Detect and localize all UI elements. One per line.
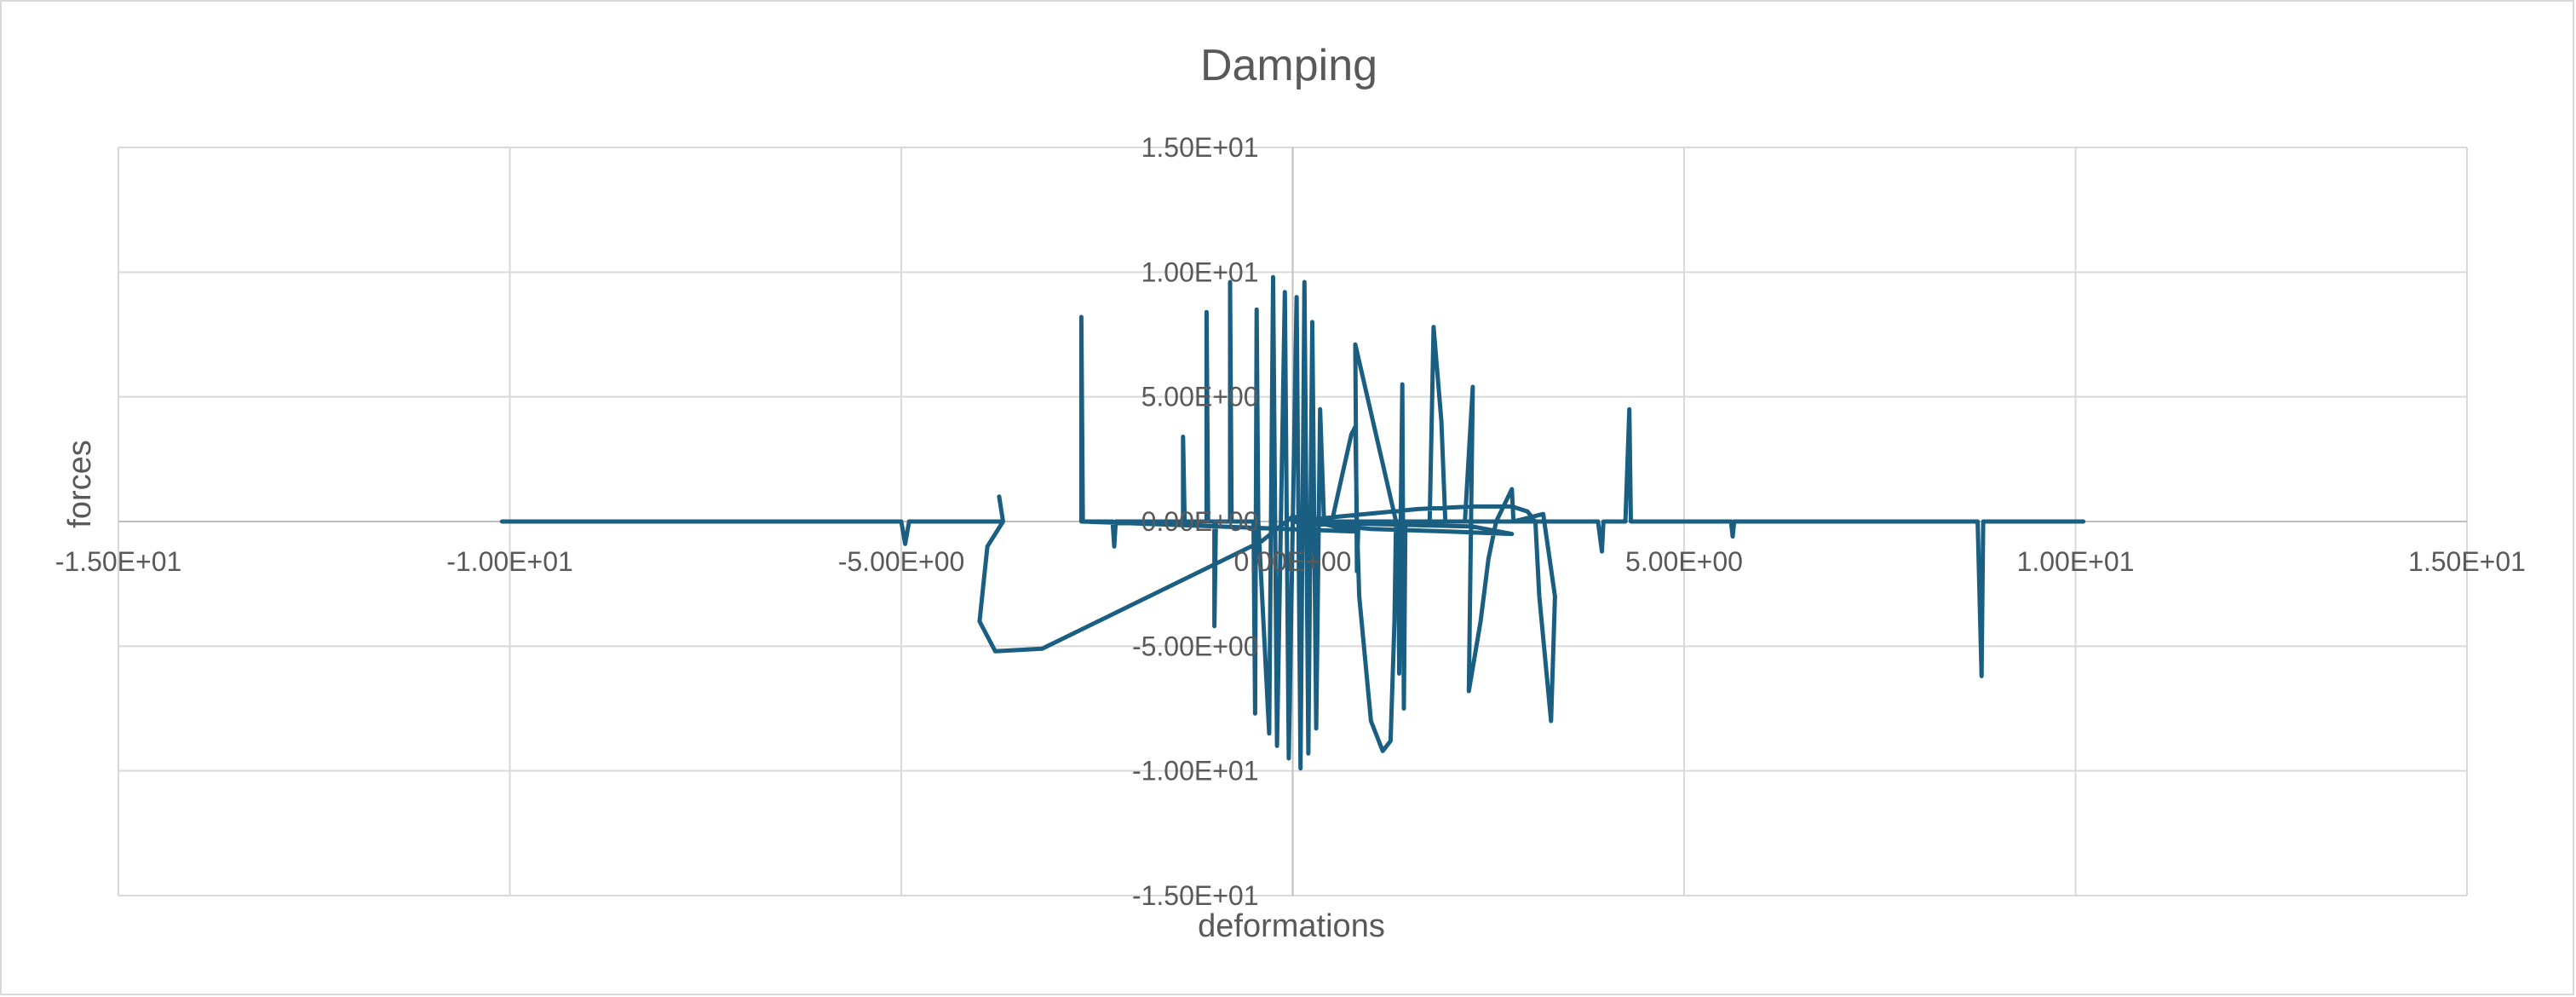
x-tick-label: -1.00E+01 <box>446 546 573 577</box>
y-tick-label: 1.00E+01 <box>1141 256 1259 287</box>
series-line <box>499 274 2086 771</box>
y-tick-label: -5.00E+00 <box>1132 631 1259 661</box>
y-tick-label: 0.00E+00 <box>1141 506 1259 537</box>
y-tick-label: -1.50E+01 <box>1132 880 1259 911</box>
tick-labels: -1.50E+01 -1.00E+01 -5.00E+00 0.00E+00 5.00E… <box>55 132 2526 911</box>
x-axis-title: deformations <box>1198 908 1385 944</box>
y-tick-label: 1.50E+01 <box>1141 132 1259 163</box>
series-layer <box>499 274 2086 771</box>
x-tick-label: -5.00E+00 <box>838 546 965 577</box>
y-axis-title: forces <box>62 440 98 527</box>
x-tick-label: -1.50E+01 <box>55 546 182 577</box>
x-tick-label: 1.50E+01 <box>2408 546 2526 577</box>
y-tick-label: 5.00E+00 <box>1141 382 1259 412</box>
x-tick-label: 5.00E+00 <box>1625 546 1743 577</box>
chart-title: Damping <box>1200 41 1377 90</box>
x-tick-label: 0.00E+00 <box>1234 546 1352 577</box>
y-tick-label: -1.00E+01 <box>1132 756 1259 787</box>
x-tick-label: 1.00E+01 <box>2017 546 2135 577</box>
